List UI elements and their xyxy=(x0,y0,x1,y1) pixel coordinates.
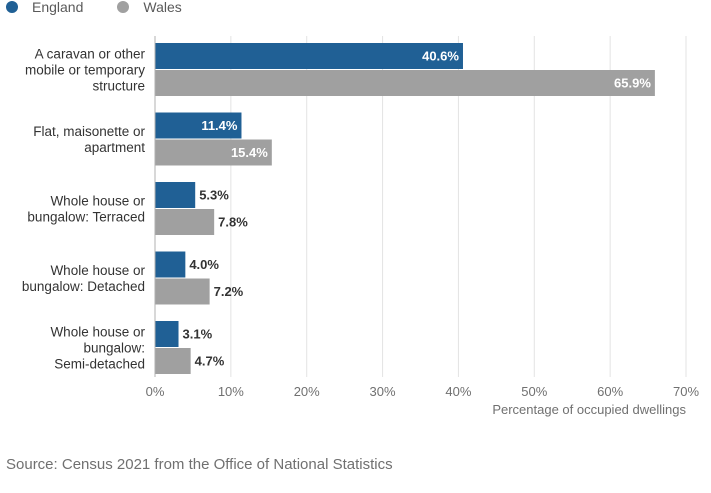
bar-wales xyxy=(155,209,215,235)
category-label-line: bungalow: Detached xyxy=(22,279,145,294)
category-label: Whole house or bungalow: Semi-detached xyxy=(50,325,145,372)
bar-wales xyxy=(155,139,272,166)
bar-england xyxy=(155,251,186,278)
bar-wales xyxy=(155,348,191,374)
x-tick-label: 40% xyxy=(445,384,471,399)
legend-item-england: England xyxy=(6,0,83,15)
data-label-wales: 65.9% xyxy=(614,76,651,91)
data-label-england: 11.4% xyxy=(201,118,238,133)
category-label-line: mobile or temporary xyxy=(25,63,145,78)
data-label-england: 5.3% xyxy=(199,188,229,203)
bar-england xyxy=(155,182,196,208)
x-tick-label: 20% xyxy=(294,384,320,399)
category-label: A caravan or other mobile or temporary str… xyxy=(25,47,146,94)
bar-layer xyxy=(155,43,655,374)
source-note: Source: Census 2021 from the Office of N… xyxy=(6,456,393,473)
category-label-line: Whole house or xyxy=(50,194,145,209)
data-label-england: 3.1% xyxy=(183,327,213,342)
x-axis-title: Percentage of occupied dwellings xyxy=(492,402,686,417)
x-tick-label: 30% xyxy=(370,384,396,399)
category-label-line: Whole house or xyxy=(50,263,145,278)
data-label-wales: 7.2% xyxy=(214,284,244,299)
category-label: Whole house or bungalow: Terraced xyxy=(27,194,145,225)
bar-wales xyxy=(155,70,655,96)
axis-layer: 0% 10% 20% 30% 40% 50% 60% 70% Percentage of occ… xyxy=(146,36,699,417)
label-layer: 40.6% 65.9% A caravan or other mobile or te… xyxy=(22,47,651,372)
category-label: Whole house or bungalow: Detached xyxy=(22,263,146,294)
data-label-england: 4.0% xyxy=(189,257,219,272)
category-label-line: Whole house or xyxy=(50,325,145,340)
bar-england xyxy=(155,112,242,139)
x-tick-label: 60% xyxy=(597,384,623,399)
category-label-line: Semi-detached xyxy=(54,357,145,372)
category-label-line: Flat, maisonette or xyxy=(33,124,145,139)
category-label-line: bungalow: xyxy=(83,341,145,356)
data-label-wales: 7.8% xyxy=(218,215,248,230)
data-label-wales: 4.7% xyxy=(195,354,225,369)
chart-legend: England Wales xyxy=(6,0,216,17)
data-label-wales: 15.4% xyxy=(231,145,268,160)
x-tick-label: 70% xyxy=(673,384,699,399)
x-tick-label: 0% xyxy=(146,384,165,399)
bar-england xyxy=(155,321,179,347)
bar-wales xyxy=(155,278,210,305)
data-label-england: 40.6% xyxy=(422,49,459,64)
legend-item-wales: Wales xyxy=(117,0,182,15)
category-label-line: A caravan or other xyxy=(35,47,146,62)
bar-chart: 40.6% 65.9% A caravan or other mobile or te… xyxy=(22,36,699,417)
legend-swatch-wales xyxy=(117,1,130,13)
category-label-line: structure xyxy=(92,79,145,94)
bar-england xyxy=(155,43,463,69)
category-label-line: bungalow: Terraced xyxy=(27,210,145,225)
legend-swatch-england xyxy=(6,1,18,13)
legend-label-wales: Wales xyxy=(143,0,182,15)
x-tick-label: 10% xyxy=(218,384,244,399)
category-label-line: apartment xyxy=(84,140,145,155)
x-tick-label: 50% xyxy=(521,384,547,399)
legend-label-england: England xyxy=(32,0,84,15)
category-label: Flat, maisonette or apartment xyxy=(33,124,145,155)
